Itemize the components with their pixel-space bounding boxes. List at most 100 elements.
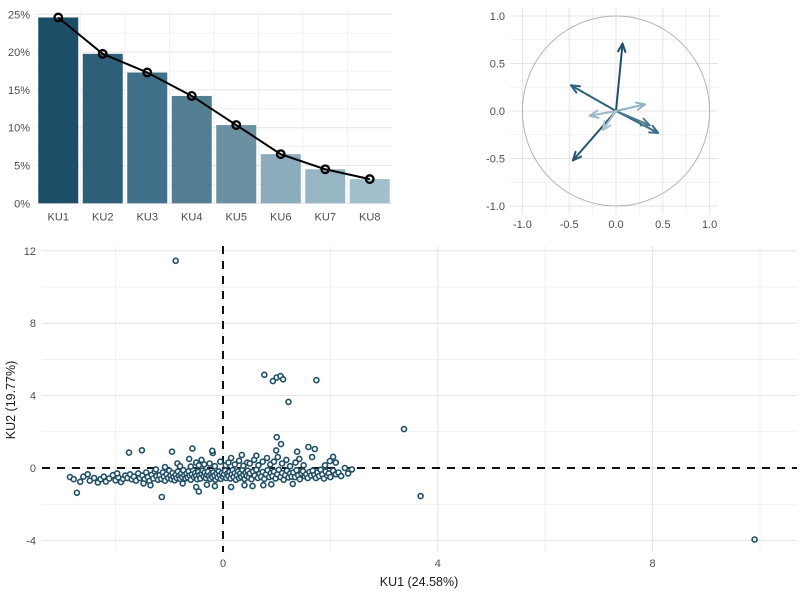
- score-point: [249, 482, 256, 490]
- score-point: [238, 451, 246, 459]
- variable-arrow-7: [588, 109, 617, 119]
- score-point: [300, 462, 307, 469]
- score-point: [187, 463, 195, 470]
- score-point: [348, 466, 356, 473]
- scatter-y-tick: -4: [26, 535, 36, 547]
- score-point: [231, 461, 239, 468]
- circle-y-tick: 1.0: [490, 11, 505, 23]
- score-point: [279, 376, 287, 383]
- score-point: [227, 454, 235, 462]
- score-point: [259, 481, 267, 489]
- circle-x-tick: -0.5: [560, 219, 579, 231]
- scores-scatter-plot: KU1 (24.58%) KU2 (19.77%) -4 0 4 8 12 0 4 8: [4, 246, 797, 589]
- scree-marker: [142, 67, 153, 78]
- score-point: [246, 460, 254, 467]
- scree-bars: [38, 17, 390, 204]
- score-point: [295, 455, 303, 463]
- score-point: [147, 481, 154, 489]
- score-point: [289, 480, 297, 488]
- score-point: [209, 447, 216, 455]
- score-point: [260, 371, 268, 379]
- scree-x-tick: KU3: [137, 211, 158, 223]
- scree-y-tick: 0%: [14, 198, 30, 210]
- scree-marker: [53, 12, 64, 23]
- score-point: [273, 433, 281, 441]
- score-point: [332, 459, 340, 466]
- score-point: [113, 470, 121, 477]
- score-point: [286, 462, 294, 470]
- score-point: [138, 447, 146, 454]
- score-point: [189, 445, 196, 452]
- score-point: [158, 493, 166, 501]
- score-point: [326, 457, 334, 465]
- score-point: [278, 460, 286, 467]
- score-point: [277, 440, 285, 448]
- score-point: [211, 462, 219, 470]
- circle-y-tick: 0.0: [490, 106, 505, 118]
- bar-ku3: [127, 72, 168, 204]
- variable-arrow-2: [570, 84, 617, 112]
- scree-y-tick: 20%: [8, 47, 30, 59]
- bar-ku5: [216, 125, 257, 204]
- variable-arrow-8: [601, 110, 617, 131]
- bar-ku6: [260, 154, 301, 204]
- scatter-y-tick: 8: [30, 318, 36, 330]
- circle-y-tick: 0.5: [490, 59, 505, 71]
- scatter-x-tick: 0: [220, 558, 226, 570]
- score-point: [161, 463, 169, 471]
- circle-x-tick: -1.0: [513, 219, 532, 231]
- unit-circle: [521, 15, 711, 207]
- scatter-y-tick: 4: [30, 391, 36, 403]
- correlation-circle-plot: -1.0 -1.0 -0.5 -0.5 0.0 0.0 0.5 0.5 1.0 1.0: [486, 8, 718, 231]
- circle-axis-labels: -1.0 -1.0 -0.5 -0.5 0.0 0.0 0.5 0.5 1.0 1.0: [486, 11, 717, 231]
- scree-x-tick: KU1: [48, 211, 69, 223]
- scree-marker: [320, 164, 331, 175]
- scree-marker: [275, 149, 286, 160]
- scatter-x-axis-title: KU1 (24.58%): [380, 575, 459, 589]
- score-point: [235, 457, 243, 465]
- circle-x-tick: 0.0: [608, 219, 623, 231]
- score-point: [179, 480, 186, 487]
- score-point: [337, 472, 345, 480]
- scree-y-tick: 10%: [8, 123, 30, 135]
- scree-x-axis-labels: KU1 KU2 KU3 KU4 KU5 KU6 KU7 KU8: [48, 211, 381, 223]
- scree-x-tick: KU2: [92, 211, 113, 223]
- bar-ku7: [305, 169, 346, 204]
- score-point: [195, 462, 203, 469]
- score-point: [311, 445, 319, 453]
- variable-arrows: [570, 42, 660, 162]
- scatter-axis-labels: -4 0 4 8 12 0 4 8: [24, 246, 656, 570]
- bar-ku2: [82, 53, 123, 204]
- score-points: [66, 257, 758, 543]
- circle-x-tick: 0.5: [655, 219, 670, 231]
- scree-x-tick: KU5: [226, 211, 247, 223]
- scree-marker: [186, 90, 197, 101]
- scree-y-tick: 5%: [14, 161, 30, 173]
- scree-plot: 0% 5% 10% 15% 20% 25% KU1 KU2 KU3 KU4 KU5 KU6 KU7 KU8: [8, 9, 392, 223]
- scree-line: [57, 16, 370, 181]
- score-point: [400, 425, 408, 433]
- score-point: [200, 461, 208, 468]
- score-point: [751, 536, 758, 543]
- bar-ku4: [171, 95, 212, 204]
- score-point: [329, 453, 337, 461]
- score-point: [172, 257, 179, 265]
- scree-marker: [364, 174, 375, 185]
- score-point: [269, 377, 277, 385]
- scatter-x-tick: 8: [650, 558, 656, 570]
- score-point: [250, 456, 258, 464]
- variable-arrow-1: [615, 42, 627, 112]
- score-point: [305, 443, 312, 451]
- scree-x-tick: KU6: [270, 211, 291, 223]
- bar-ku1: [38, 17, 79, 204]
- score-point: [293, 448, 301, 455]
- score-point: [152, 466, 160, 473]
- score-point: [217, 458, 224, 465]
- score-point: [327, 473, 334, 481]
- scatter-y-tick: 0: [30, 463, 36, 475]
- variable-arrow-6: [615, 101, 647, 112]
- score-point: [308, 453, 316, 461]
- scree-y-tick: 15%: [8, 85, 30, 97]
- score-point: [76, 478, 84, 486]
- score-point: [344, 470, 352, 477]
